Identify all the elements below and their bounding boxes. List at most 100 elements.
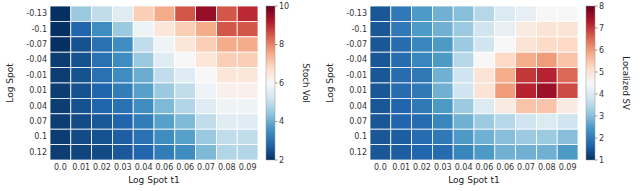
cell — [412, 145, 433, 160]
x-tick-label: 0.04 — [455, 163, 473, 172]
cell — [133, 114, 154, 129]
cell — [92, 68, 113, 83]
cell — [154, 37, 175, 52]
y-tick-label: 0.07 — [349, 117, 367, 126]
cell — [216, 21, 237, 36]
cell — [536, 83, 557, 98]
cell — [495, 37, 516, 52]
cell — [453, 37, 474, 52]
cell — [175, 83, 196, 98]
cell — [175, 68, 196, 83]
cell — [175, 98, 196, 113]
cell — [50, 6, 71, 21]
cell — [453, 83, 474, 98]
cell — [133, 129, 154, 144]
cell — [154, 98, 175, 113]
cell — [557, 83, 578, 98]
cell — [557, 68, 578, 83]
x-tick-label: 0.07 — [197, 163, 215, 172]
cell — [133, 21, 154, 36]
cell — [92, 98, 113, 113]
cell — [216, 6, 237, 21]
cell — [112, 37, 133, 52]
cell — [391, 129, 412, 144]
cell — [112, 145, 133, 160]
cell — [112, 68, 133, 83]
colorbar-tick-label: 5 — [599, 68, 604, 77]
colorbar-tick-label: 2 — [599, 134, 604, 143]
y-tick-label: -0.04 — [26, 55, 47, 64]
cells — [50, 6, 258, 160]
cell — [112, 98, 133, 113]
cell — [175, 52, 196, 67]
cell — [133, 52, 154, 67]
y-axis-label: Log Spot — [325, 63, 335, 103]
cell — [175, 114, 196, 129]
colorbar-tick-label: 4 — [279, 117, 284, 126]
colorbar-tick-label: 8 — [279, 40, 284, 49]
y-tick-label: 0.1 — [354, 132, 367, 141]
cell — [154, 52, 175, 67]
y-tick-label: -0.07 — [26, 40, 47, 49]
colorbar — [586, 6, 595, 160]
cell — [432, 21, 453, 36]
x-tick-label: 0.06 — [155, 163, 173, 172]
cell — [216, 68, 237, 83]
cell — [516, 114, 537, 129]
cell — [92, 129, 113, 144]
cell — [112, 129, 133, 144]
cell — [536, 114, 557, 129]
cell — [453, 114, 474, 129]
cell — [516, 145, 537, 160]
cell — [50, 83, 71, 98]
y-tick-label: 0.12 — [29, 148, 47, 157]
cell — [216, 52, 237, 67]
cell — [516, 37, 537, 52]
cell — [412, 52, 433, 67]
colorbar-label: Stoch Vol — [301, 63, 311, 102]
x-tick-label: 0.0 — [374, 163, 387, 172]
y-tick-label: 0.04 — [349, 102, 367, 111]
cell — [196, 114, 217, 129]
cell — [391, 83, 412, 98]
y-tick-label: -0.13 — [346, 9, 367, 18]
cell — [536, 52, 557, 67]
cell — [557, 145, 578, 160]
colorbar-tick-label: 6 — [279, 79, 284, 88]
cell — [474, 98, 495, 113]
cell — [516, 129, 537, 144]
cell — [154, 129, 175, 144]
x-tick-label: 0.04 — [135, 163, 153, 172]
cell — [432, 52, 453, 67]
cell — [391, 6, 412, 21]
cell — [516, 68, 537, 83]
colorbar-tick-label: 4 — [599, 90, 604, 99]
cell — [391, 52, 412, 67]
cell — [391, 98, 412, 113]
x-tick-label: 0.06 — [176, 163, 194, 172]
cell — [216, 98, 237, 113]
cell — [112, 21, 133, 36]
cell — [453, 52, 474, 67]
cell — [196, 6, 217, 21]
cell — [412, 98, 433, 113]
cell — [71, 114, 92, 129]
cell — [92, 21, 113, 36]
cell — [412, 6, 433, 21]
cell — [50, 145, 71, 160]
cell — [237, 98, 258, 113]
cell — [196, 98, 217, 113]
y-tick-label: -0.01 — [346, 71, 367, 80]
cell — [196, 52, 217, 67]
cell — [50, 68, 71, 83]
cell — [557, 129, 578, 144]
cell — [71, 6, 92, 21]
cell — [474, 21, 495, 36]
cell — [557, 52, 578, 67]
cell — [154, 114, 175, 129]
cell — [370, 114, 391, 129]
cell — [536, 145, 557, 160]
cell — [133, 83, 154, 98]
cell — [175, 21, 196, 36]
cell — [432, 145, 453, 160]
